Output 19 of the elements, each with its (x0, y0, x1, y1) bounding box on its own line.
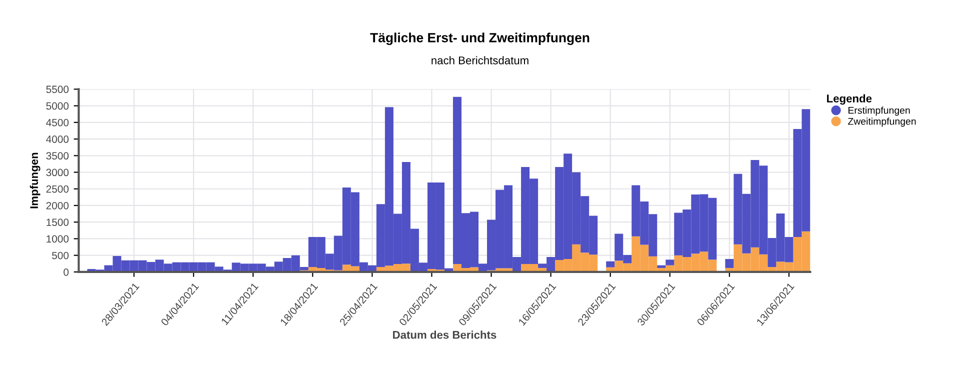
x-axis-title: Datum des Berichts (393, 330, 496, 339)
y-tick-label: 4000 (46, 136, 69, 143)
y-tick-label: 4500 (46, 118, 69, 126)
chart-title: Tägliche Erst- und Zweitimpfungen (370, 32, 590, 45)
y-tick-label: 2500 (46, 185, 69, 193)
y-tick-label: 5500 (46, 86, 69, 94)
y-tick-label: 5000 (46, 102, 69, 110)
y-tick-label: 0 (64, 268, 69, 276)
chart-subtitle: nach Berichtsdatum (432, 56, 528, 64)
y-tick-label: 3500 (46, 152, 69, 160)
legend-label: Zweitimpfungen (848, 118, 916, 127)
legend-label: Erstimpfungen (848, 106, 910, 116)
y-tick-label: 2000 (46, 202, 69, 210)
legend-title: Legende (827, 94, 872, 105)
y-tick-label: 1500 (46, 218, 69, 226)
y-tick-label: 500 (52, 252, 69, 260)
y-tick-label: 3000 (46, 168, 69, 176)
y-tick-label: 1000 (46, 235, 69, 243)
y-axis-title: Impfungen (30, 152, 40, 208)
